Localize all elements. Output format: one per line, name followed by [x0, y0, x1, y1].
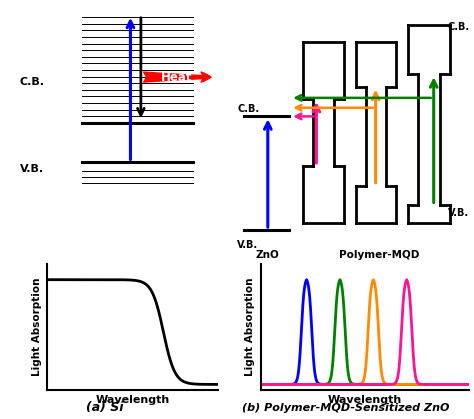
- Text: (b) Polymer-MQD-Sensitized ZnO: (b) Polymer-MQD-Sensitized ZnO: [242, 403, 450, 413]
- Text: Heat: Heat: [161, 70, 192, 84]
- Text: V.B.: V.B.: [237, 240, 258, 250]
- Text: C.B.: C.B.: [447, 23, 469, 32]
- X-axis label: Wavelength: Wavelength: [328, 395, 402, 405]
- Y-axis label: Light Absorption: Light Absorption: [245, 277, 255, 376]
- Text: ZnO: ZnO: [256, 250, 280, 260]
- Text: C.B.: C.B.: [237, 104, 259, 114]
- Y-axis label: Light Absorption: Light Absorption: [32, 277, 42, 376]
- Text: C.B.: C.B.: [20, 77, 45, 87]
- X-axis label: Wavelength: Wavelength: [96, 395, 170, 405]
- Text: V.B.: V.B.: [20, 164, 44, 174]
- Text: Polymer-MQD: Polymer-MQD: [339, 250, 419, 260]
- Text: V.B.: V.B.: [448, 208, 469, 218]
- Text: (a) Si: (a) Si: [85, 401, 123, 414]
